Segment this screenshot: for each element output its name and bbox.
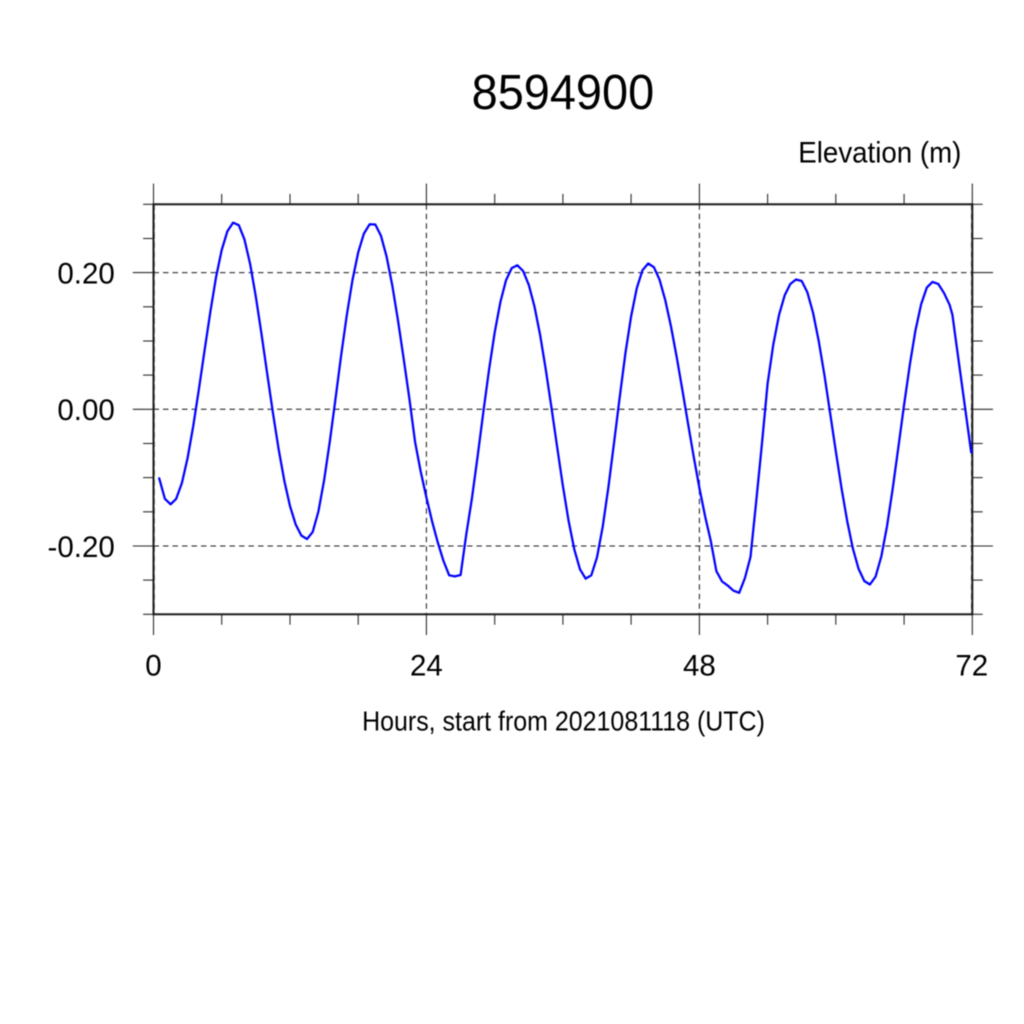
svg-text:8594900: 8594900 <box>472 65 655 120</box>
svg-text:0: 0 <box>145 650 161 683</box>
svg-text:Elevation (m): Elevation (m) <box>798 136 961 169</box>
svg-text:0.20: 0.20 <box>57 258 114 291</box>
svg-text:72: 72 <box>955 650 988 683</box>
svg-text:Hours, start from 2021081118 (: Hours, start from 2021081118 (UTC) <box>362 706 765 737</box>
svg-text:0.00: 0.00 <box>57 394 114 427</box>
svg-text:24: 24 <box>410 650 443 683</box>
svg-text:48: 48 <box>683 650 716 683</box>
svg-text:-0.20: -0.20 <box>48 531 115 564</box>
